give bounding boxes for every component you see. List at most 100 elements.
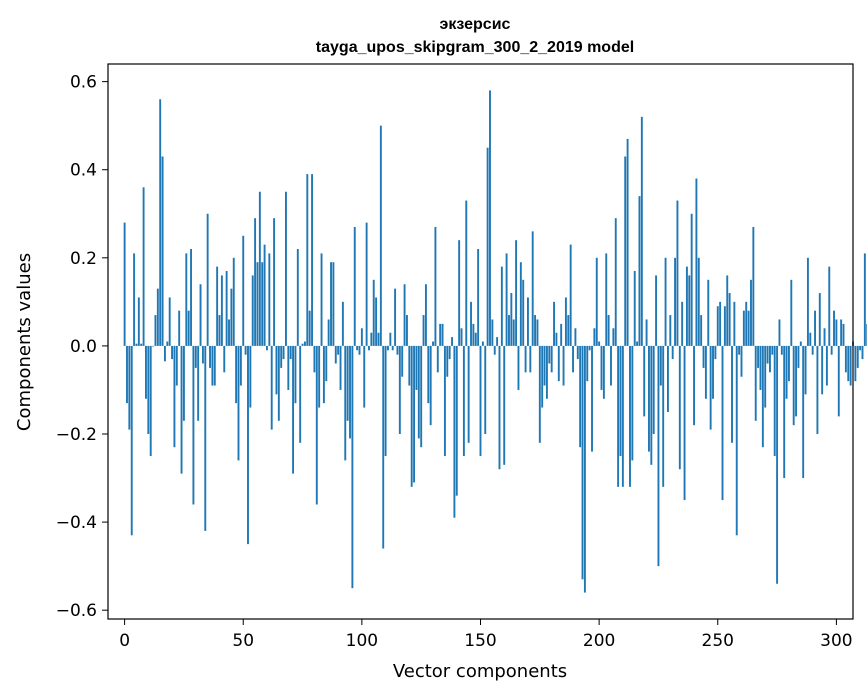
bar xyxy=(769,345,771,373)
bar xyxy=(306,174,309,346)
bar xyxy=(491,319,494,346)
bar xyxy=(688,275,691,346)
bar xyxy=(470,301,472,346)
bar xyxy=(685,266,688,346)
bar xyxy=(299,345,302,443)
x-tick-label: 300 xyxy=(820,631,852,651)
bar xyxy=(168,297,171,346)
bar xyxy=(863,253,866,346)
bar xyxy=(809,332,812,346)
bar xyxy=(247,345,249,545)
bar xyxy=(638,196,641,346)
bar xyxy=(693,345,695,426)
bar xyxy=(740,345,743,377)
bar xyxy=(327,319,330,346)
bars-group xyxy=(123,90,867,593)
bar xyxy=(783,345,786,479)
bar xyxy=(588,345,591,351)
bar xyxy=(854,345,857,382)
bar xyxy=(370,332,373,346)
bar xyxy=(602,345,605,399)
bar xyxy=(277,345,280,421)
bar xyxy=(714,345,717,360)
bar xyxy=(308,310,311,346)
bar xyxy=(190,249,192,346)
bar xyxy=(674,257,677,346)
bar xyxy=(697,257,700,346)
bar xyxy=(733,301,736,346)
bar xyxy=(218,315,221,346)
bar xyxy=(377,332,380,346)
bar xyxy=(747,310,750,346)
bar xyxy=(489,90,491,346)
x-tick-label: 0 xyxy=(119,631,130,651)
bar xyxy=(735,345,738,536)
bar xyxy=(731,345,733,443)
bar xyxy=(619,345,622,457)
bar xyxy=(614,218,617,346)
bar xyxy=(695,178,698,346)
bar xyxy=(365,222,368,346)
bar xyxy=(173,345,176,448)
bar xyxy=(681,301,684,346)
bar xyxy=(479,345,482,457)
bar xyxy=(375,297,378,346)
bar xyxy=(797,345,800,368)
bar xyxy=(764,345,767,408)
bar xyxy=(163,345,166,362)
bar xyxy=(572,345,574,373)
bar xyxy=(510,293,513,346)
bar xyxy=(519,262,522,346)
bar xyxy=(436,345,439,373)
bar xyxy=(560,323,563,346)
bar xyxy=(451,337,453,346)
bar xyxy=(550,345,553,373)
bar xyxy=(133,253,136,346)
bar xyxy=(244,345,247,355)
bar xyxy=(465,200,468,346)
bar xyxy=(351,345,354,589)
bar xyxy=(194,345,197,368)
bar xyxy=(712,345,714,399)
bar xyxy=(389,332,392,346)
bar xyxy=(175,345,178,386)
bar xyxy=(835,319,838,346)
bar xyxy=(356,345,359,351)
bar xyxy=(453,345,456,518)
bar xyxy=(237,345,240,461)
bar xyxy=(424,284,427,346)
bar xyxy=(738,345,741,355)
bar xyxy=(211,345,214,386)
bar xyxy=(583,345,586,593)
bar xyxy=(481,341,484,346)
bar xyxy=(417,345,420,439)
bar xyxy=(182,345,185,421)
bar xyxy=(804,345,807,395)
bar xyxy=(795,345,798,417)
bar xyxy=(455,345,458,496)
bar xyxy=(799,341,802,346)
bar xyxy=(545,345,548,399)
bar xyxy=(401,345,404,377)
bar xyxy=(754,345,757,421)
bar xyxy=(239,345,242,386)
bar xyxy=(282,345,285,360)
bar xyxy=(201,345,204,364)
bar xyxy=(339,345,342,390)
bar xyxy=(745,301,748,346)
bar xyxy=(353,226,356,346)
bar xyxy=(816,345,819,434)
bar xyxy=(750,279,752,346)
bar xyxy=(548,345,551,364)
bar xyxy=(503,345,506,465)
bar xyxy=(363,345,366,408)
bar xyxy=(787,345,790,382)
bar xyxy=(666,345,669,412)
bar xyxy=(403,284,406,346)
bar xyxy=(655,275,658,346)
bar xyxy=(785,345,788,399)
bar xyxy=(723,306,726,346)
bar xyxy=(728,293,731,346)
bar xyxy=(311,174,313,346)
